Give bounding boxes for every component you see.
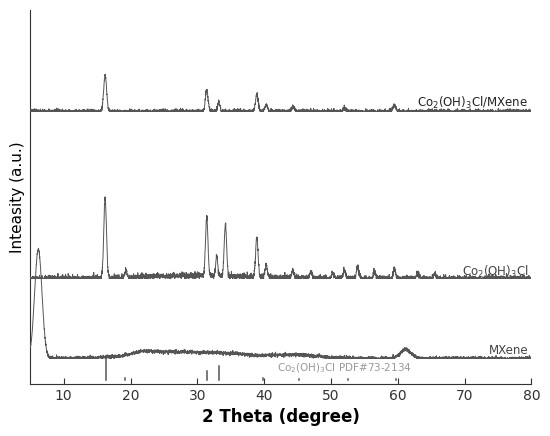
Text: Co$_2$(OH)$_3$Cl/MXene: Co$_2$(OH)$_3$Cl/MXene <box>417 95 528 111</box>
Y-axis label: Inteasity (a.u.): Inteasity (a.u.) <box>10 141 25 252</box>
Text: MXene: MXene <box>488 344 528 357</box>
Text: Co$_2$(OH)$_3$Cl PDF#73-2134: Co$_2$(OH)$_3$Cl PDF#73-2134 <box>277 361 412 375</box>
X-axis label: 2 Theta (degree): 2 Theta (degree) <box>202 408 360 426</box>
Text: Co$_2$(OH)$_3$Cl: Co$_2$(OH)$_3$Cl <box>461 264 528 280</box>
